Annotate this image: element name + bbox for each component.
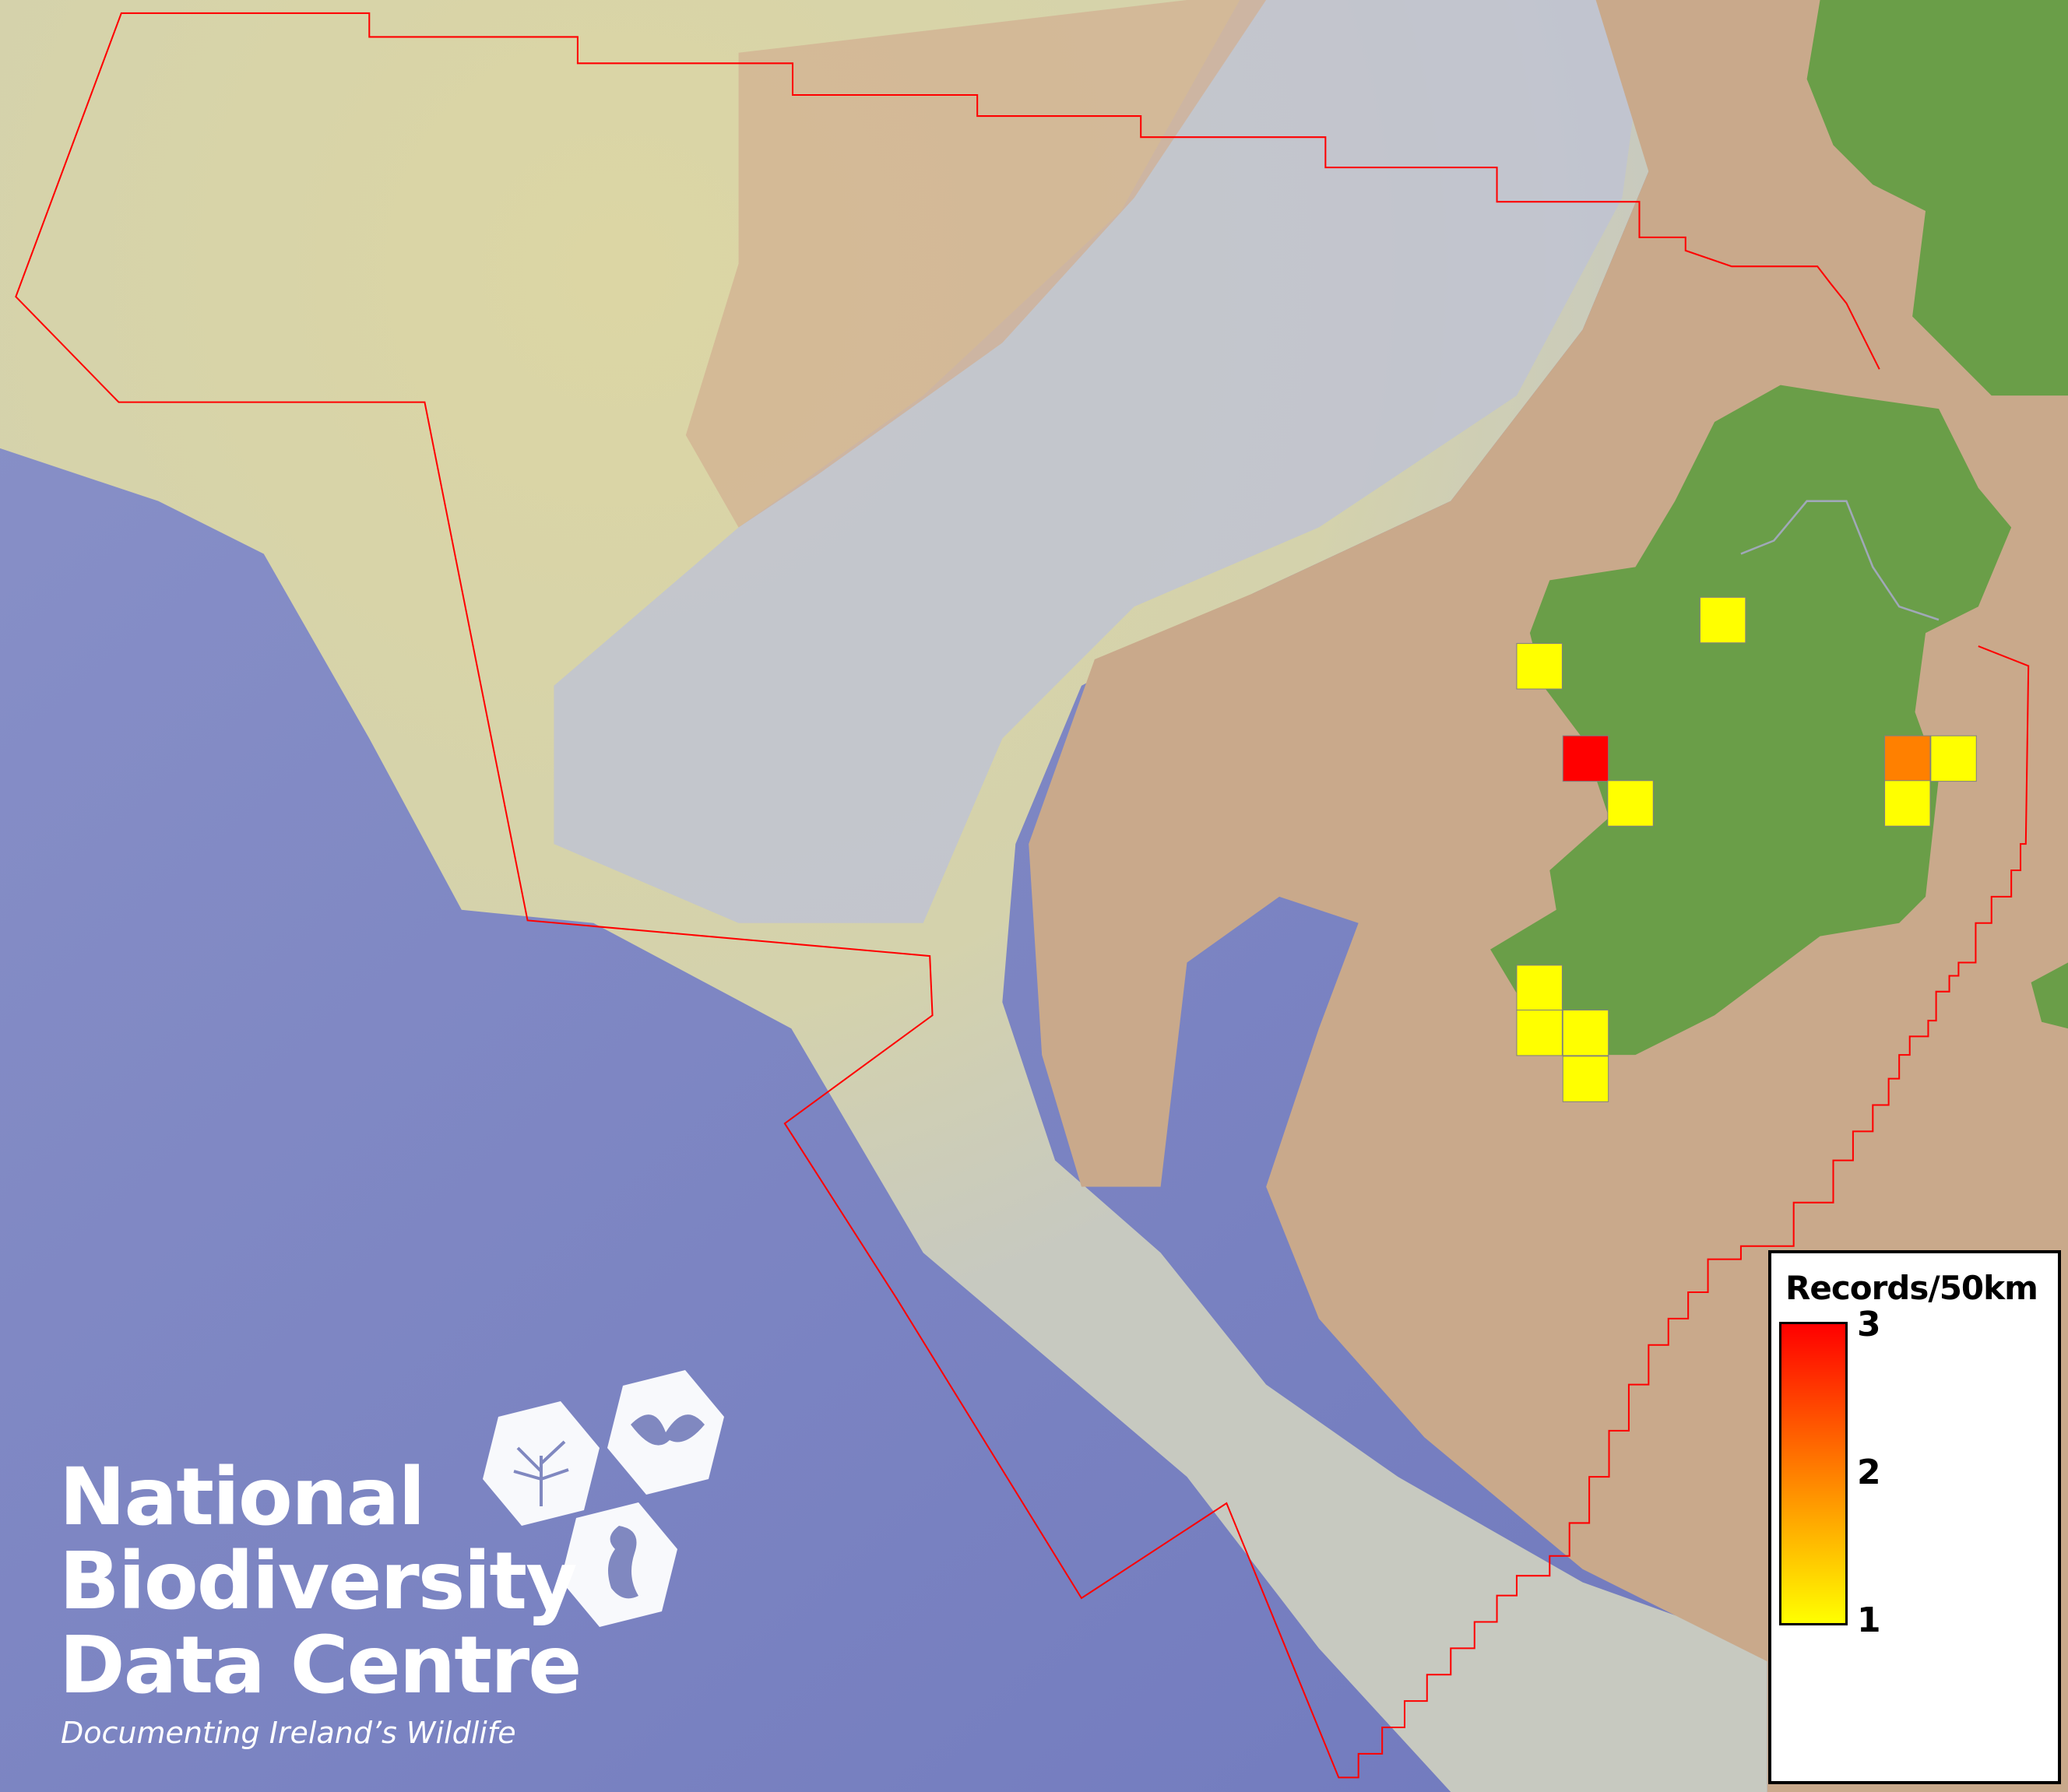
wales-land (2031, 962, 2068, 1029)
legend-color-ramp (1779, 1322, 1848, 1625)
record-cells (1516, 596, 1977, 1102)
record-cell (1884, 735, 1931, 782)
logo-hexagons (483, 1370, 724, 1627)
logo-line-2: Biodiversity (59, 1535, 578, 1628)
logo-tagline: Documenting Ireland’s Wildlife (61, 1716, 516, 1750)
record-cell (1699, 596, 1746, 644)
record-cell (1607, 780, 1654, 827)
logo-line-1: National (59, 1451, 425, 1544)
legend-max-label: 3 (1857, 1305, 1881, 1344)
legend-min-label: 1 (1857, 1601, 1881, 1640)
northern-ireland-border (1740, 500, 1940, 621)
tree-icon (483, 1401, 600, 1526)
record-cell (1516, 965, 1563, 1011)
record-cell (1884, 780, 1931, 827)
logo-line-3: Data Centre (59, 1619, 582, 1712)
great-britain-land (1806, 0, 2068, 396)
record-cell (1562, 735, 1609, 782)
record-cell (1516, 1010, 1563, 1056)
record-cell (1562, 1010, 1609, 1056)
nbdc-logo: National Biodiversity Data Centre Docume… (55, 1370, 724, 1759)
ireland-land (1490, 385, 2012, 1056)
channel-area (554, 0, 1649, 923)
boundary-line (15, 12, 2030, 1779)
butterfly-icon (607, 1370, 724, 1495)
seahorse-icon (561, 1502, 677, 1627)
legend-mid-label: 2 (1857, 1453, 1881, 1492)
shelf-tan-north (685, 0, 1267, 528)
legend: Records/50km 3 2 1 (1768, 1250, 2061, 1784)
record-cell (1562, 1056, 1609, 1102)
record-cell (1516, 643, 1563, 690)
legend-title: Records/50km (1785, 1269, 2038, 1307)
record-cell (1930, 735, 1977, 782)
